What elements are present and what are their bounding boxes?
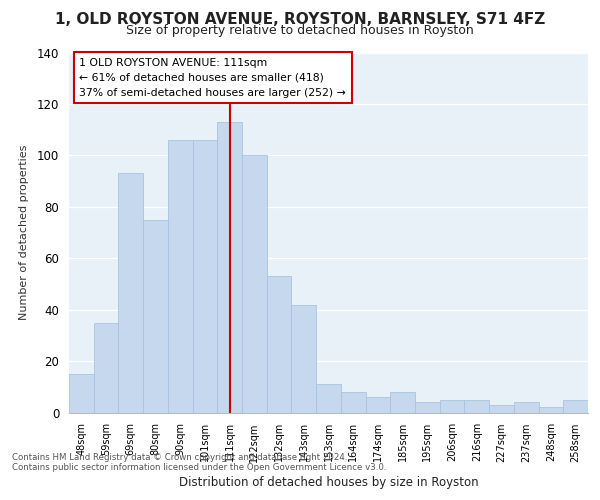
Bar — [69, 374, 94, 412]
Bar — [489, 405, 514, 412]
Text: Contains HM Land Registry data © Crown copyright and database right 2024.: Contains HM Land Registry data © Crown c… — [12, 454, 347, 462]
Bar — [118, 174, 143, 412]
Bar — [440, 400, 464, 412]
Text: 1 OLD ROYSTON AVENUE: 111sqm
← 61% of detached houses are smaller (418)
37% of s: 1 OLD ROYSTON AVENUE: 111sqm ← 61% of de… — [79, 58, 346, 98]
Bar — [563, 400, 588, 412]
Text: 1, OLD ROYSTON AVENUE, ROYSTON, BARNSLEY, S71 4FZ: 1, OLD ROYSTON AVENUE, ROYSTON, BARNSLEY… — [55, 12, 545, 28]
Bar — [539, 408, 563, 412]
Bar — [341, 392, 365, 412]
Bar — [365, 397, 390, 412]
Bar — [514, 402, 539, 412]
Bar — [390, 392, 415, 412]
Bar — [316, 384, 341, 412]
Bar — [168, 140, 193, 412]
Bar — [217, 122, 242, 412]
Bar — [193, 140, 217, 412]
Bar — [242, 156, 267, 412]
Y-axis label: Number of detached properties: Number of detached properties — [19, 145, 29, 320]
Bar — [143, 220, 168, 412]
X-axis label: Distribution of detached houses by size in Royston: Distribution of detached houses by size … — [179, 476, 478, 488]
Text: Contains public sector information licensed under the Open Government Licence v3: Contains public sector information licen… — [12, 464, 386, 472]
Bar — [267, 276, 292, 412]
Bar — [94, 322, 118, 412]
Bar — [415, 402, 440, 412]
Text: Size of property relative to detached houses in Royston: Size of property relative to detached ho… — [126, 24, 474, 37]
Bar — [292, 304, 316, 412]
Bar — [464, 400, 489, 412]
